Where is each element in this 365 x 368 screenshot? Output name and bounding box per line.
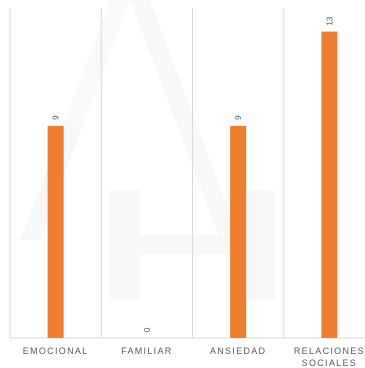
data-label: 13 — [325, 16, 334, 25]
data-labels: 9 0 9 13 — [52, 16, 335, 332]
bar-ansiedad — [230, 125, 247, 338]
data-label: 9 — [52, 115, 61, 120]
watermark-logo — [20, 0, 275, 300]
x-tick-label: FAMILIAR — [121, 346, 172, 356]
x-tick-label: ANSIEDAD — [210, 346, 266, 356]
bars — [47, 31, 338, 338]
x-tick-label: RELACIONES — [294, 346, 365, 356]
bar-relaciones-sociales — [321, 31, 338, 338]
x-axis: EMOCIONAL FAMILIAR ANSIEDAD RELACIONES SOCIA… — [23, 346, 365, 368]
x-tick-label: SOCIALES — [302, 358, 357, 368]
x-tick-label: EMOCIONAL — [23, 346, 89, 356]
bar-emocional — [47, 125, 64, 338]
gridlines — [9, 8, 365, 339]
data-label: 0 — [143, 327, 152, 332]
data-label: 9 — [234, 115, 243, 120]
